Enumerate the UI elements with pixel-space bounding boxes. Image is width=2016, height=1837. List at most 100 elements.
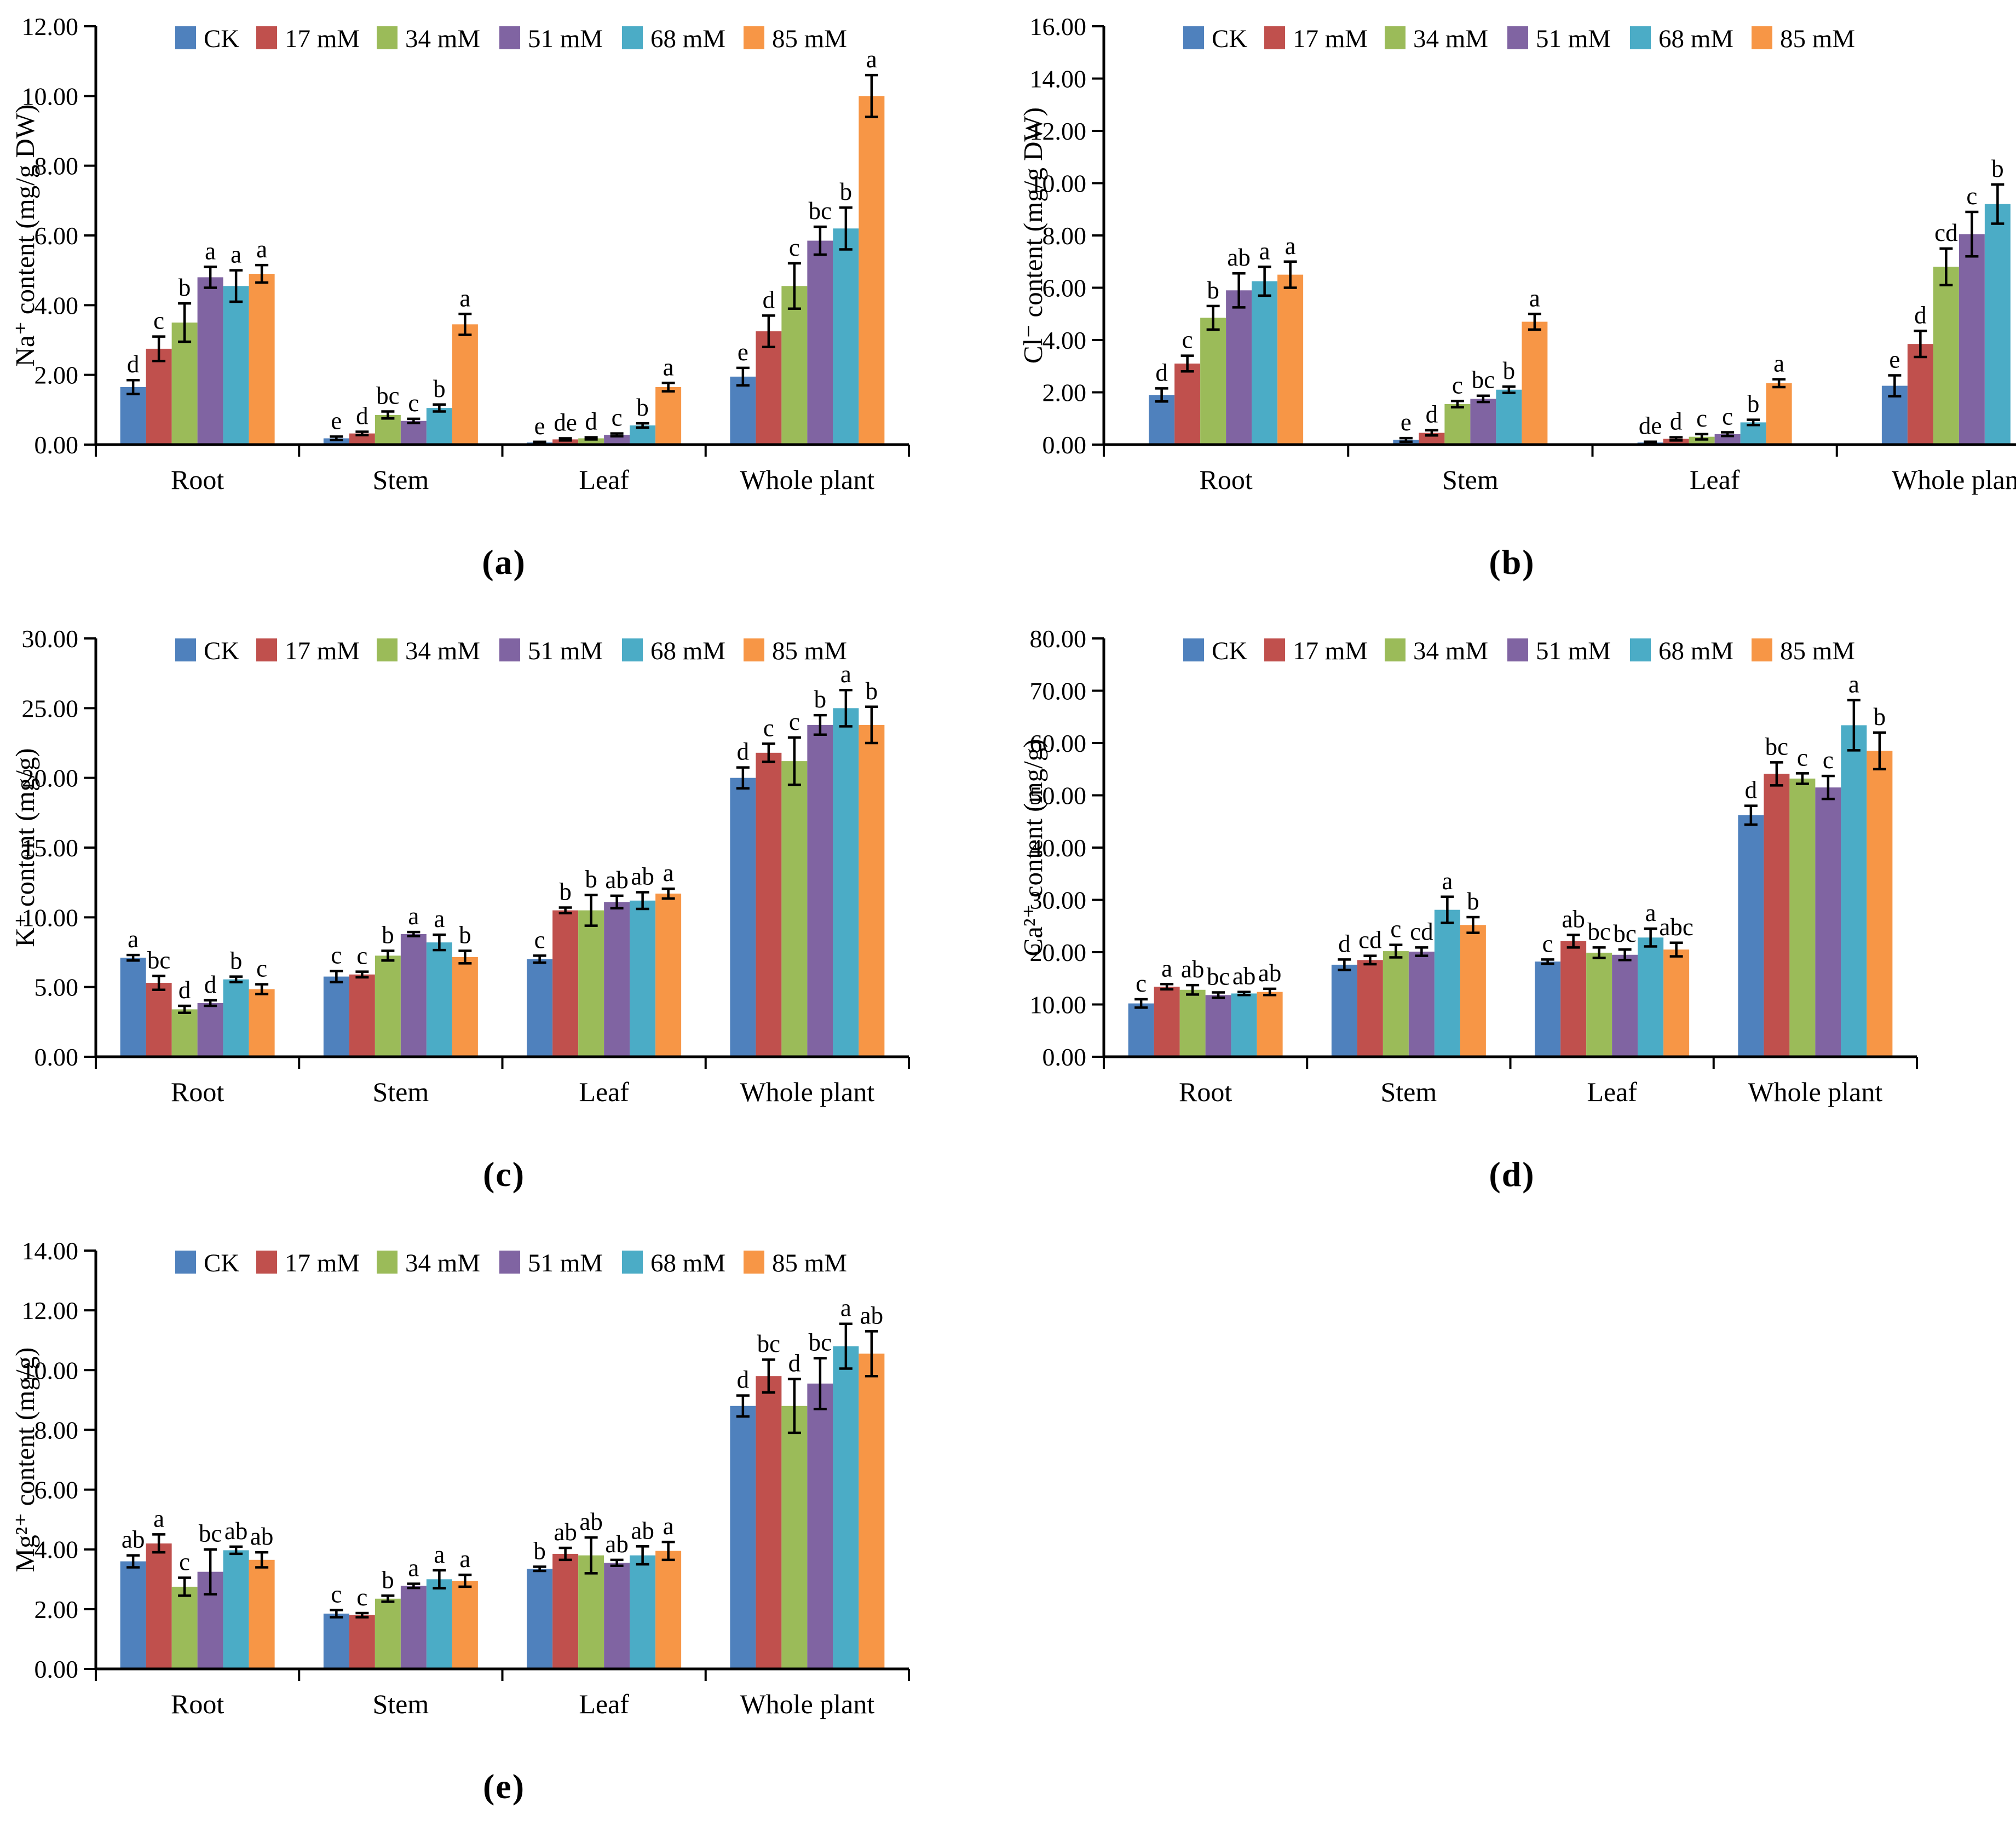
y-axis-title: Cl⁻ content (mg/g DW) [1018,107,1048,364]
panel-a-caption: (a) [482,543,526,581]
bar [859,724,885,1057]
bar [1841,725,1867,1057]
legend-swatch [256,1251,277,1274]
sig-letter: d [1338,930,1351,957]
y-tick-label: 0.00 [34,1655,79,1683]
y-tick-label: 6.00 [1042,274,1087,302]
legend-label: CK [204,637,239,665]
bar [859,96,885,445]
sig-letter: a [256,235,267,263]
y-tick-label: 10.00 [22,903,79,931]
sig-letter: c [356,942,367,970]
y-tick-label: 0.00 [34,431,79,459]
sig-letter: b [866,677,878,705]
category-label: Whole plant [1748,1076,1882,1107]
legend-label: 17 mM [285,1249,360,1277]
legend-swatch [744,638,764,661]
legend-swatch [1630,26,1651,49]
sig-letter: b [178,274,191,301]
bar [452,957,478,1057]
legend-label: 17 mM [285,25,360,53]
y-tick-label: 8.00 [34,1416,79,1444]
bar [1383,951,1409,1057]
bar [1434,909,1460,1057]
sig-letter: e [331,407,342,434]
bar [452,324,478,445]
sig-letter: c [1542,930,1553,957]
sig-letter: a [840,1294,851,1322]
bar [375,955,401,1057]
bar [527,959,553,1057]
bar [1933,267,1959,445]
bar [604,1563,630,1669]
bar [756,752,782,1057]
category-label: Leaf [1587,1076,1637,1107]
panel-c-caption: (c) [482,1155,526,1194]
sig-letter: c [1136,970,1147,997]
bar [552,439,579,445]
bar [781,1406,808,1669]
sig-letter: c [1696,405,1707,432]
sig-letter: b [230,947,243,975]
y-tick-label: 10.00 [22,1356,79,1384]
bar [1231,993,1257,1057]
legend-label: 85 mM [772,25,847,53]
sig-letter: ab [1227,244,1250,271]
y-tick-label: 12.00 [1030,117,1087,145]
legend-label: 51 mM [528,25,603,53]
sig-letter: a [1773,350,1784,377]
sig-letter: d [1745,776,1758,804]
sig-letter: a [153,1505,164,1532]
bar [756,1376,782,1669]
sig-letter: b [1207,277,1219,304]
y-tick-label: 4.00 [34,291,79,319]
sig-letter: b [382,921,394,948]
sig-letter: b [585,866,597,893]
bar [146,983,172,1057]
legend-swatch [1183,638,1204,661]
bar [1331,964,1357,1057]
legend-swatch [499,1251,520,1274]
y-tick-label: 2.00 [1042,379,1087,407]
sig-letter: ab [579,1508,602,1535]
sig-letter: d [127,350,140,378]
bar [833,1346,859,1669]
bar [171,1586,198,1669]
legend-label: CK [204,25,239,53]
bar [223,286,249,445]
bar [1766,383,1792,445]
legend-swatch [1630,638,1651,661]
sig-letter: d [737,1366,750,1393]
sig-letter: a [663,1512,674,1540]
y-tick-label: 0.00 [34,1043,79,1071]
bar [1460,925,1486,1057]
sig-letter: ab [631,1517,654,1544]
sig-letter: b [1991,155,2004,182]
sig-letter: e [534,412,545,440]
y-tick-label: 16.00 [1030,13,1087,41]
sig-letter: cd [1934,219,1957,246]
sig-letter: c [1390,915,1401,943]
legend-swatch [1385,26,1406,49]
sig-letter: a [408,1554,419,1581]
category-label: Root [171,1689,224,1719]
panel-b: d e de e c d d d b c c cd ab bc c c a b b b a a a 0.00 2.00 4.00 6… [1008,0,2016,612]
bar [1984,204,2011,445]
legend-swatch [1264,638,1285,661]
bar [426,1579,452,1669]
bar [375,414,401,445]
bar [1496,389,1522,445]
legend-label: 17 mM [1293,637,1368,665]
bar [630,900,656,1057]
sig-letter: b [433,375,446,402]
bar [1128,1003,1154,1057]
sig-letter: a [1285,232,1296,260]
legend-label: CK [204,1249,239,1277]
bar [1470,399,1496,445]
bar [452,1581,478,1669]
bar [781,761,808,1057]
bar [197,277,223,445]
y-tick-label: 15.00 [22,834,79,862]
